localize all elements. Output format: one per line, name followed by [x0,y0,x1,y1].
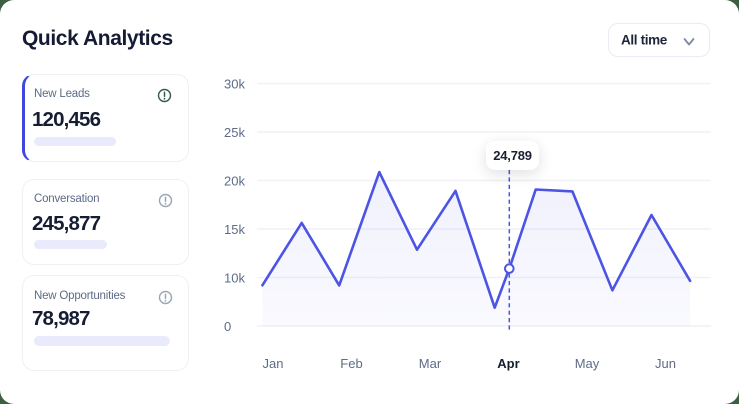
svg-text:Mar: Mar [419,356,442,371]
svg-text:30k: 30k [224,77,245,92]
svg-text:Jun: Jun [655,356,676,371]
svg-text:0: 0 [224,319,231,334]
svg-text:Apr: Apr [497,356,519,371]
svg-text:Jan: Jan [263,356,284,371]
svg-text:May: May [575,356,600,371]
svg-text:15k: 15k [224,222,245,237]
svg-text:25k: 25k [224,125,245,140]
svg-text:10k: 10k [224,271,245,286]
svg-text:Feb: Feb [340,356,362,371]
svg-text:20k: 20k [224,174,245,189]
